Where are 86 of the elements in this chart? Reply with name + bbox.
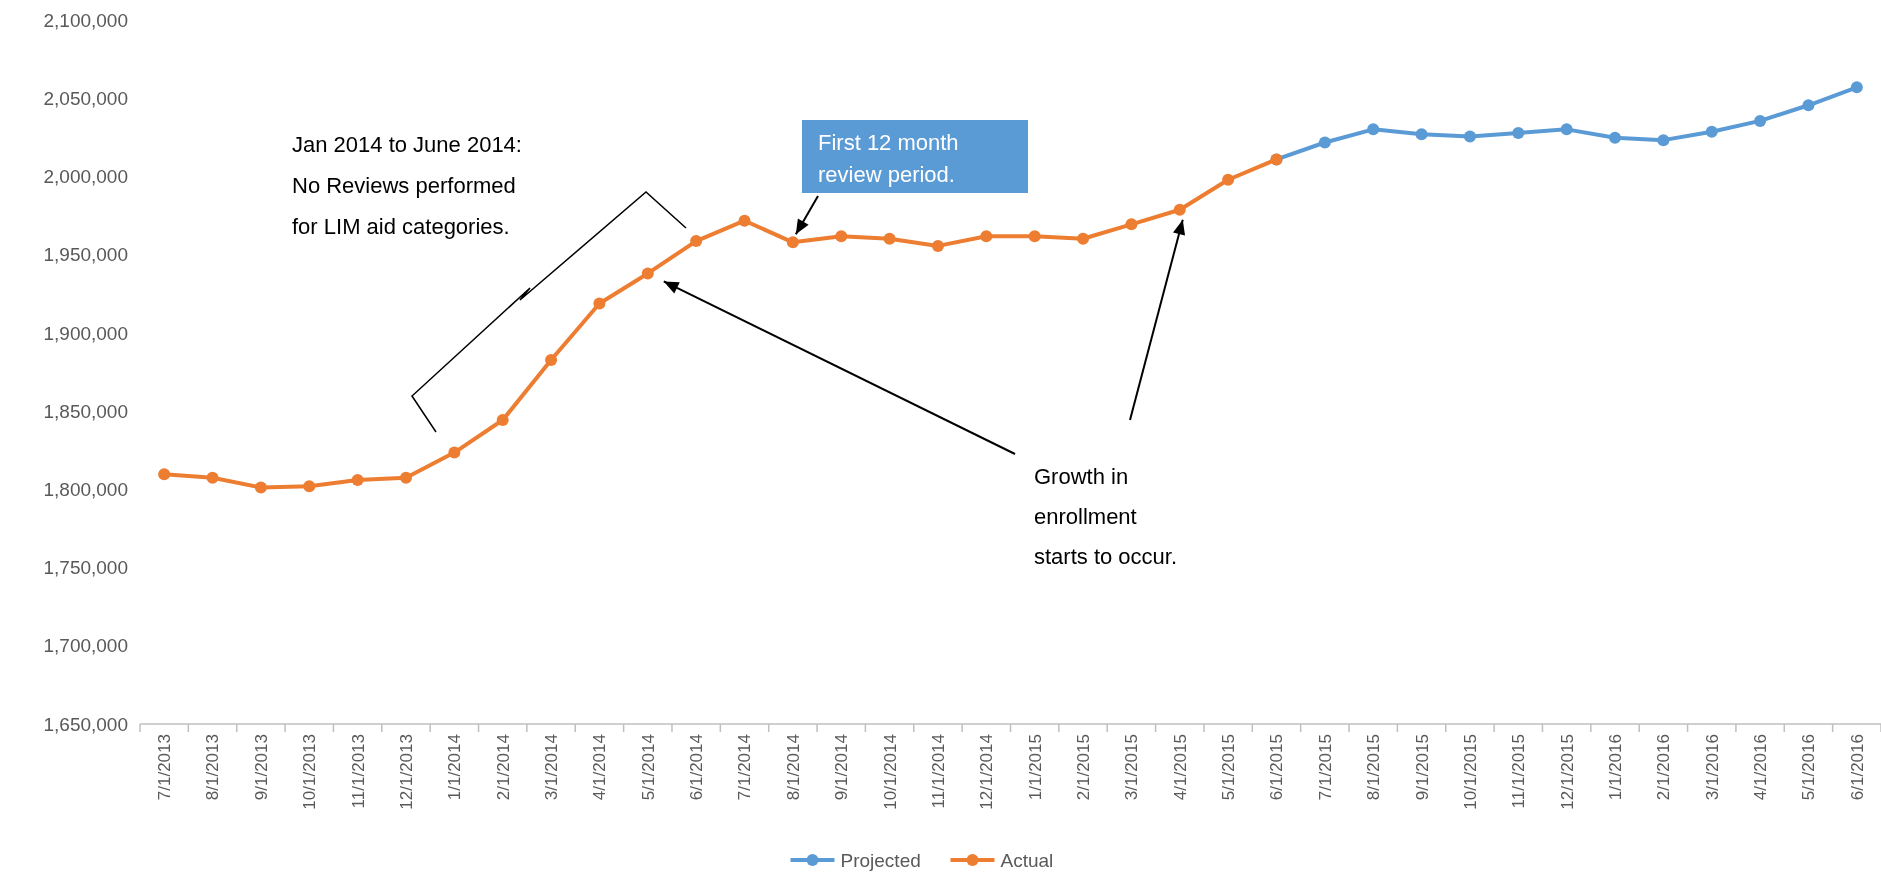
x-tick-label: 7/1/2014 <box>735 734 755 801</box>
y-tick-label: 1,850,000 <box>43 400 128 422</box>
point <box>738 214 751 227</box>
point <box>1367 123 1380 136</box>
x-tick-label: 8/1/2013 <box>203 734 223 801</box>
point <box>496 414 509 427</box>
x-tick-label: 5/1/2016 <box>1799 734 1819 801</box>
x-tick-label: 12/1/2015 <box>1557 734 1577 810</box>
point <box>1705 125 1718 138</box>
annotation: Jan 2014 to June 2014: No Reviews performed for LIM aid categories. <box>292 132 522 239</box>
x-tick-label: 9/1/2013 <box>251 734 271 801</box>
y-tick-label: 1,800,000 <box>43 478 128 500</box>
x-tick-label: 4/1/2015 <box>1170 734 1190 801</box>
legend-label: Projected <box>840 849 921 871</box>
x-tick-label: 12/1/2013 <box>396 734 416 810</box>
point <box>593 297 606 310</box>
point <box>1512 126 1525 139</box>
point <box>641 267 654 280</box>
x-tick-label: 7/1/2015 <box>1315 734 1335 801</box>
x-tick-label: 6/1/2015 <box>1267 734 1287 801</box>
x-tick-label: 1/1/2015 <box>1025 734 1045 801</box>
point <box>1560 123 1573 136</box>
y-tick-label: 1,700,000 <box>43 635 128 657</box>
point <box>351 473 364 486</box>
x-tick-label: 4/1/2014 <box>590 734 610 801</box>
annotation: Growth in enrollment starts to occur. <box>1034 464 1178 569</box>
x-tick-label: 4/1/2016 <box>1751 734 1771 801</box>
x-tick-label: 10/1/2013 <box>300 734 320 810</box>
x-tick-label: 11/1/2015 <box>1509 734 1529 809</box>
point <box>399 471 412 484</box>
point <box>690 235 703 248</box>
point <box>206 471 219 484</box>
x-tick-label: 10/1/2014 <box>880 734 900 810</box>
x-tick-label: 2/1/2015 <box>1073 734 1093 801</box>
point <box>883 232 896 245</box>
point <box>786 236 799 249</box>
y-tick-label: 1,900,000 <box>43 322 128 344</box>
legend-label: Actual <box>1000 849 1054 871</box>
point <box>448 446 461 459</box>
x-tick-label: 3/1/2014 <box>542 734 562 801</box>
x-tick-label: 2/1/2014 <box>493 734 513 801</box>
x-tick-label: 10/1/2015 <box>1460 734 1480 810</box>
point <box>835 230 848 243</box>
x-tick-label: 1/1/2016 <box>1605 734 1625 801</box>
point <box>1754 114 1767 127</box>
point <box>1318 136 1331 149</box>
point <box>1609 131 1622 144</box>
x-tick-label: 12/1/2014 <box>977 734 997 810</box>
x-tick-label: 8/1/2015 <box>1364 734 1384 801</box>
point <box>1802 99 1815 112</box>
y-tick-label: 1,950,000 <box>43 244 128 266</box>
point <box>254 481 267 494</box>
x-tick-label: 6/1/2014 <box>687 734 707 801</box>
point <box>931 239 944 252</box>
point <box>1077 232 1090 245</box>
y-tick-label: 2,000,000 <box>43 166 128 188</box>
x-tick-label: 3/1/2015 <box>1122 734 1142 801</box>
annotation: First 12 month review period. <box>818 130 959 187</box>
point <box>1125 218 1138 231</box>
x-tick-label: 1/1/2014 <box>445 734 465 801</box>
y-tick-label: 2,100,000 <box>43 9 128 31</box>
point <box>545 353 558 366</box>
x-tick-label: 6/1/2016 <box>1847 734 1867 801</box>
point <box>980 230 993 243</box>
point <box>1173 203 1186 216</box>
x-tick-label: 11/1/2013 <box>348 734 368 809</box>
x-tick-label: 9/1/2015 <box>1412 734 1432 801</box>
x-tick-label: 7/1/2013 <box>155 734 175 801</box>
point <box>1028 230 1041 243</box>
point <box>303 480 316 493</box>
y-tick-label: 1,650,000 <box>43 713 128 735</box>
point <box>158 468 171 481</box>
point <box>1463 130 1476 143</box>
y-tick-label: 2,050,000 <box>43 87 128 109</box>
y-tick-label: 1,750,000 <box>43 557 128 579</box>
x-tick-label: 8/1/2014 <box>783 734 803 801</box>
point <box>1222 173 1235 186</box>
point <box>1657 134 1670 147</box>
x-tick-label: 2/1/2016 <box>1654 734 1674 801</box>
x-tick-label: 5/1/2014 <box>638 734 658 801</box>
point <box>1850 81 1863 94</box>
x-tick-label: 11/1/2014 <box>928 734 948 809</box>
x-tick-label: 9/1/2014 <box>832 734 852 801</box>
x-tick-label: 5/1/2015 <box>1219 734 1239 801</box>
point <box>1415 128 1428 141</box>
x-tick-label: 3/1/2016 <box>1702 734 1722 801</box>
